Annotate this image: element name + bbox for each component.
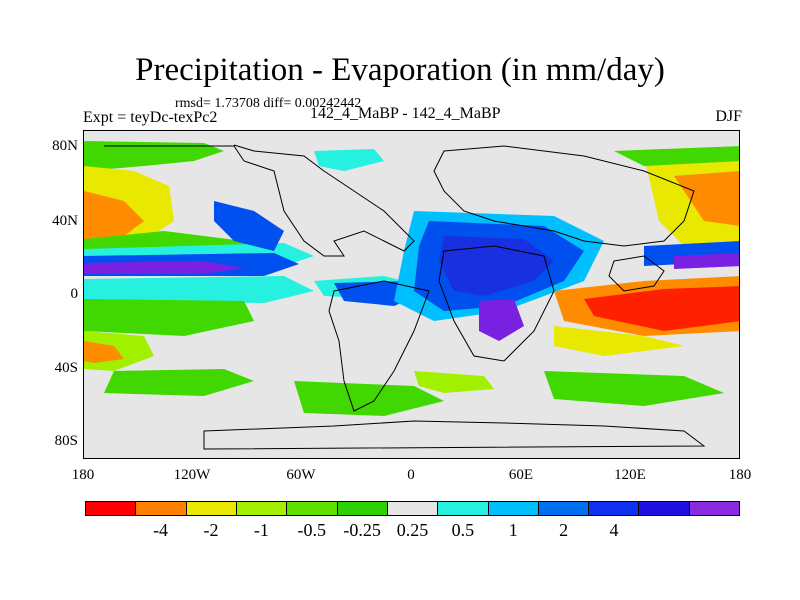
field-green-southern-ocean [294,381,444,416]
field-blue-north-atlantic [214,201,284,251]
colorbar-label: -0.5 [297,520,326,540]
period-label: 142_4_MaBP - 142_4_MaBP [310,105,501,122]
x-axis-label-0: 0 [407,467,415,483]
colorbar [85,501,740,516]
field-purple-e-tropics [674,253,739,269]
field-orange-north-pacific [84,191,144,239]
field-green-south-mid [104,369,254,396]
field-orange-south-w [84,341,124,363]
field-green-south-w [84,299,254,336]
field-cyan-south-w [84,276,314,303]
colorbar-swatch [86,502,137,515]
field-orange-ne-pacific [674,171,739,226]
colorbar-swatch [538,502,590,515]
colorbar-label: -4 [153,520,169,540]
colorbar-swatch [589,502,640,515]
x-axis-label-180w: 180 [71,467,95,483]
field-green-ne-pacific [614,146,739,166]
field-darkblue-tethys [439,236,554,296]
colorbar-label: 0.25 [396,520,429,540]
y-axis-label-40n: 40N [52,213,78,229]
colorbar-swatch [438,502,489,515]
colorbar-label: 1 [508,520,518,540]
y-axis-label-80n: 80N [52,138,78,154]
coastline-north-america [104,144,415,257]
field-green-se-band [544,371,724,406]
colorbar-swatch [639,502,690,515]
field-green-north-pacific [84,141,224,171]
field-purple-tropics-w [84,261,244,274]
field-yellow-e-south [554,326,684,356]
map-panel [83,130,740,459]
y-axis-label-80s: 80S [54,433,78,449]
chart-title: Precipitation - Evaporation (in mm/day) [135,52,665,88]
colorbar-swatch [488,502,539,515]
colorbar-label: -1 [253,520,269,540]
experiment-label: Expt = teyDc-texPc2 [83,109,218,126]
y-axis-label-40s: 40S [54,360,78,376]
coastline-australia-india [608,255,665,292]
colorbar-label: -0.25 [343,520,381,540]
colorbar-swatch [689,502,740,515]
colorbar-swatch [236,502,288,515]
colorbar-label: -2 [203,520,219,540]
colorbar-label: 2 [559,520,569,540]
season-label: DJF [715,108,742,125]
coastline-south-america [328,280,430,412]
stats-text: rmsd= 1.73708 diff= 0.00242442 [175,96,362,111]
colorbar-label: 0.5 [451,520,475,540]
colorbar-swatch [186,502,237,515]
y-axis-label-0: 0 [70,286,79,302]
colorbar-swatch [136,502,187,515]
x-axis-label-180e: 180 [728,467,752,483]
coastline-antarctica [203,420,706,450]
map-field [84,131,739,458]
x-axis-label-60e: 60E [508,467,534,483]
x-axis-label-60w: 60W [286,467,316,483]
coastline-africa [438,245,555,362]
colorbar-swatch [287,502,338,515]
field-lightgreen-southern-ocean [414,371,494,393]
field-red-e-tropics [584,286,739,331]
x-axis-label-120w: 120W [173,467,211,483]
coastline-outlines [104,144,706,450]
colorbar-swatch [337,502,388,515]
coastline-europe-asia [433,145,695,247]
colorbar-label: 4 [609,520,619,540]
field-purple-tethys [479,299,524,341]
x-axis-label-120e: 120E [614,467,646,483]
field-cyan-north-atlantic [314,149,384,171]
colorbar-swatch [387,502,439,515]
